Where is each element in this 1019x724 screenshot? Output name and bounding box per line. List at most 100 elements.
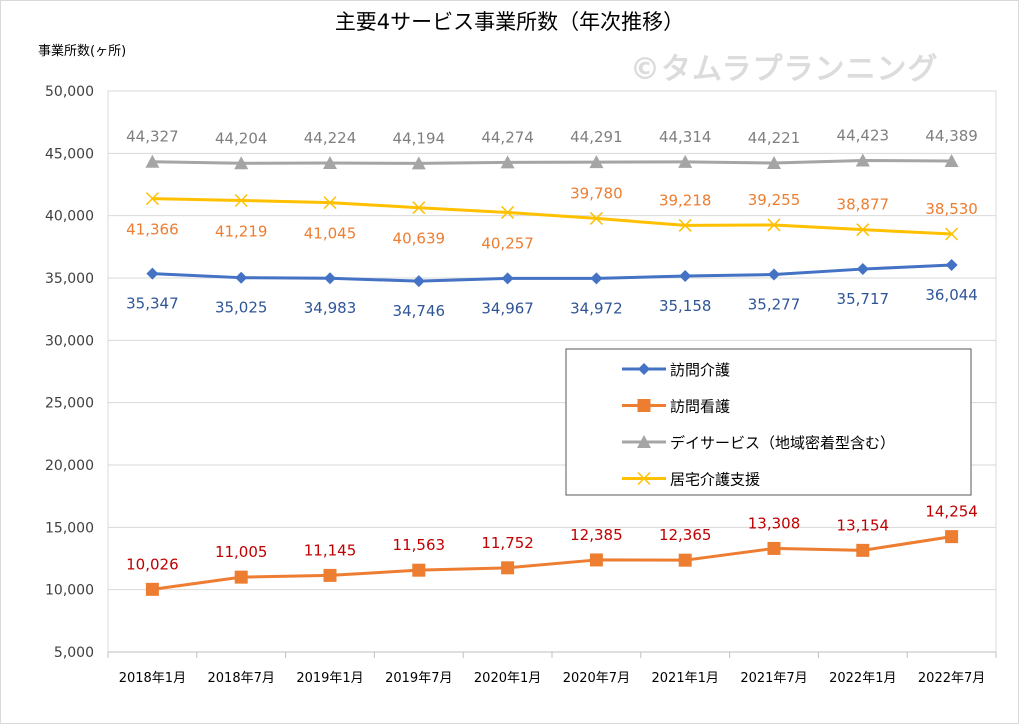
y-tick-label: 25,000	[45, 396, 94, 412]
data-label: 41,219	[215, 222, 268, 240]
legend-box	[565, 348, 972, 496]
marker-diamond	[324, 272, 336, 285]
marker-square	[767, 541, 781, 555]
marker-diamond	[856, 263, 869, 276]
data-label: 38,530	[925, 200, 978, 218]
legend-label: 居宅介護支援	[670, 471, 760, 489]
marker-x	[501, 205, 515, 219]
x-tick-label: 2020年7月	[563, 671, 630, 686]
y-tick-label: 35,000	[45, 271, 94, 287]
marker-x-stroke	[767, 218, 781, 232]
x-tick-label: 2021年7月	[740, 671, 807, 686]
data-label: 35,717	[837, 290, 890, 308]
legend-entry: 居宅介護支援	[622, 471, 760, 489]
marker-diamond	[638, 363, 650, 375]
marker-square	[678, 553, 692, 567]
marker-x-stroke	[856, 223, 870, 237]
marker-triangle	[855, 153, 870, 167]
marker-square	[234, 570, 248, 584]
data-label: 38,877	[837, 196, 890, 214]
series-lines	[145, 153, 959, 596]
marker-triangle	[944, 153, 959, 167]
data-label: 34,972	[570, 299, 623, 317]
data-label: 44,291	[570, 128, 623, 146]
marker-x-stroke	[637, 471, 651, 486]
data-label: 44,224	[304, 129, 357, 147]
y-tick-label: 10,000	[45, 583, 94, 599]
y-tick-label: 40,000	[45, 209, 94, 225]
data-label: 11,145	[304, 541, 357, 559]
marker-square	[412, 563, 426, 577]
data-label: 11,752	[481, 534, 534, 552]
data-label: 39,780	[570, 184, 623, 202]
y-tick-label: 15,000	[45, 520, 94, 536]
marker-diamond	[945, 258, 958, 271]
marker-diamond	[235, 271, 248, 284]
data-label: 34,983	[304, 299, 357, 317]
data-label: 44,274	[481, 128, 534, 146]
data-label: 44,204	[215, 129, 268, 147]
marker-x	[323, 196, 337, 210]
data-label: 44,221	[748, 129, 801, 147]
marker-x	[589, 211, 603, 225]
data-label: 41,045	[304, 225, 357, 243]
marker-diamond	[412, 275, 425, 288]
marker-square	[589, 553, 603, 567]
data-label: 10,026	[126, 555, 179, 573]
series-line	[152, 197, 952, 236]
marker-triangle	[145, 154, 160, 168]
data-label: 11,563	[393, 536, 446, 554]
marker-triangle	[234, 156, 249, 170]
y-tick-label: 45,000	[45, 146, 94, 162]
marker-triangle	[767, 156, 781, 170]
data-label: 40,257	[481, 234, 534, 252]
marker-x	[234, 193, 248, 208]
data-label: 39,255	[748, 191, 801, 209]
marker-square	[323, 568, 337, 582]
marker-triangle	[500, 155, 515, 169]
marker-triangle	[589, 155, 604, 169]
data-label: 14,254	[925, 503, 978, 521]
x-tick-label: 2018年1月	[119, 671, 186, 686]
marker-diamond	[146, 267, 159, 280]
axes: 5,000 10,000 15,000 20,000 25,000 30,000 35,00…	[45, 84, 997, 686]
data-label: 44,314	[659, 128, 712, 146]
marker-triangle	[411, 156, 426, 170]
marker-x-stroke	[323, 196, 337, 210]
data-label: 13,154	[837, 516, 890, 534]
data-label: 12,365	[659, 526, 712, 544]
y-tick-label: 50,000	[45, 84, 94, 100]
y-tick-label: 5,000	[54, 645, 94, 661]
marker-x	[767, 218, 781, 232]
marker-square	[856, 543, 870, 557]
chart-title: 主要4サービス事業所数（年次推移）	[334, 10, 685, 34]
data-label: 44,389	[925, 127, 978, 145]
series-line	[152, 263, 952, 283]
data-label: 41,366	[126, 221, 179, 239]
y-axis-unit-label: 事業所数(ヶ所)	[38, 44, 127, 59]
data-label: 13,308	[748, 514, 801, 532]
marker-x-stroke	[412, 201, 426, 215]
x-tick-label: 2022年7月	[918, 671, 985, 686]
marker-diamond	[590, 272, 603, 285]
data-label: 35,277	[748, 296, 801, 314]
marker-triangle	[678, 154, 693, 168]
marker-x	[637, 471, 651, 486]
y-tick-label: 30,000	[45, 333, 94, 349]
data-label: 35,025	[215, 299, 268, 317]
marker-triangle	[323, 156, 337, 170]
series-line	[152, 159, 952, 165]
data-label: 35,347	[126, 295, 179, 313]
x-tick-label: 2021年1月	[652, 671, 719, 686]
marker-x	[678, 218, 692, 232]
marker-x-stroke	[145, 192, 159, 206]
data-label: 40,639	[393, 230, 446, 248]
data-labels: 35,347 35,025 34,983 34,746 34,967 34,972 35,1…	[126, 127, 978, 574]
marker-diamond	[679, 270, 692, 283]
data-label: 34,746	[393, 302, 446, 320]
data-label: 11,005	[215, 543, 268, 561]
marker-triangle	[637, 435, 651, 448]
marker-square	[637, 399, 651, 412]
